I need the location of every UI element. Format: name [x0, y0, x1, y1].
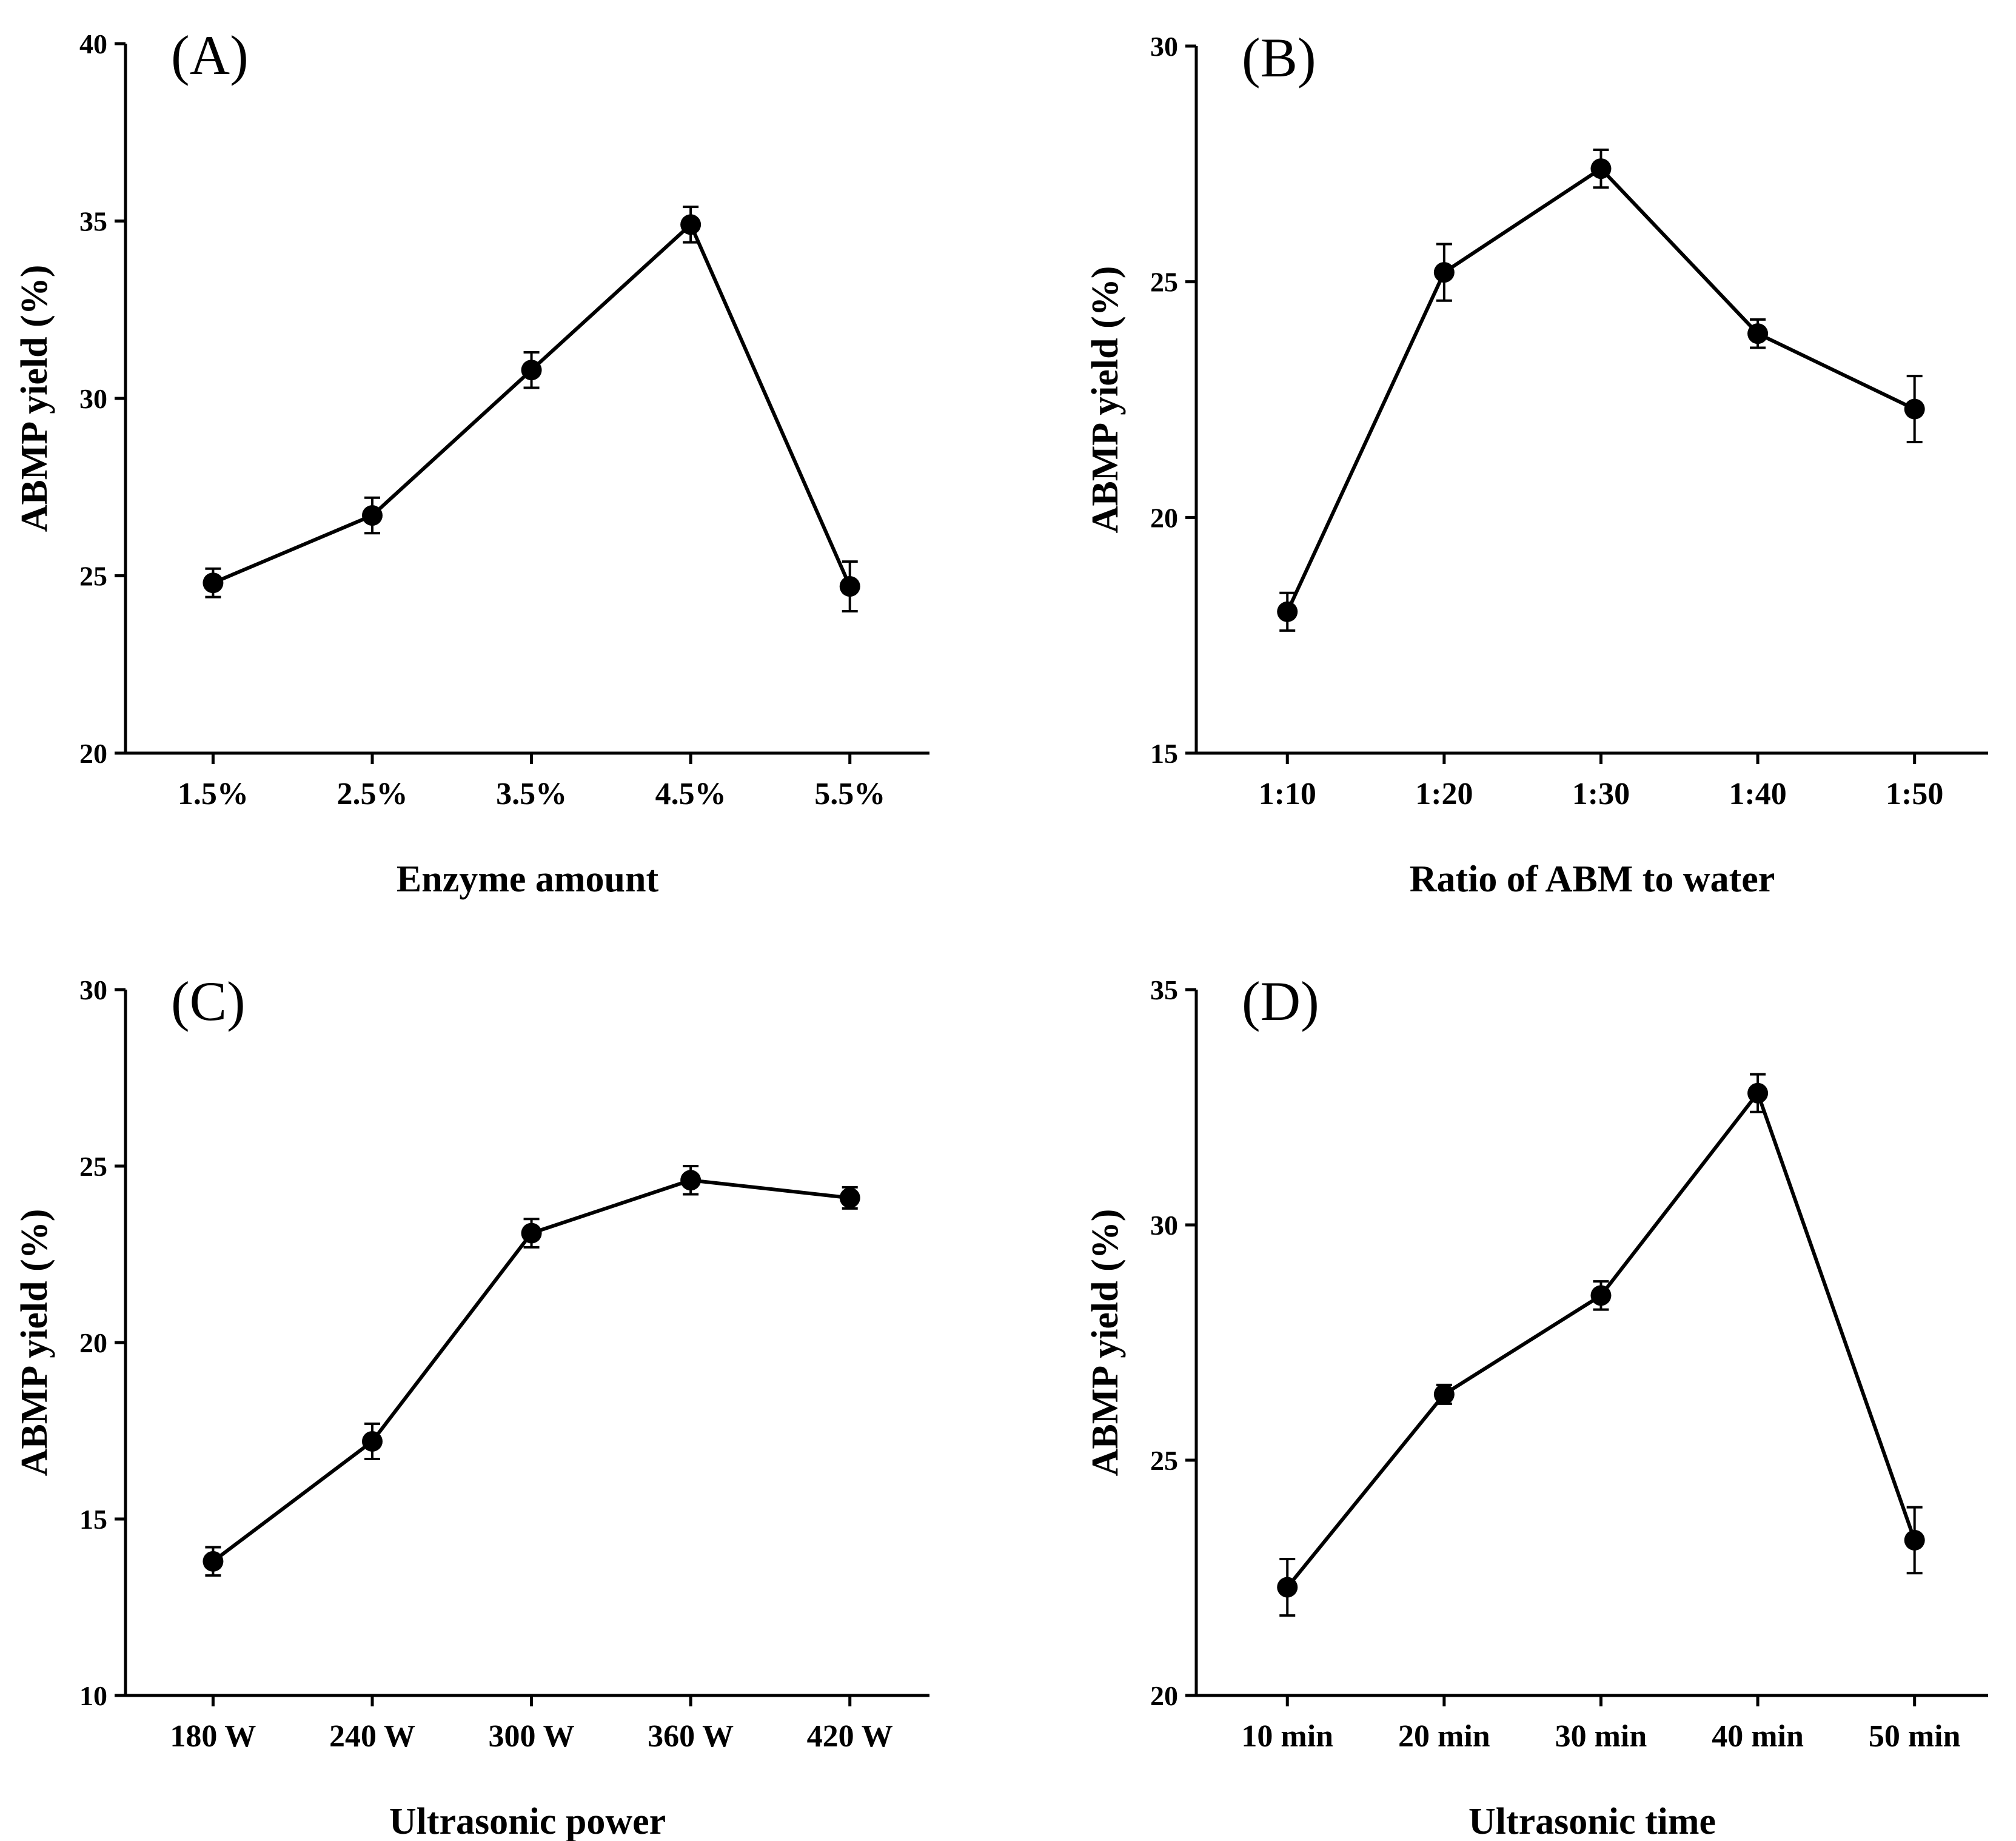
y-tick-label: 35 — [79, 206, 107, 237]
y-tick-label: 30 — [79, 974, 107, 1005]
x-axis-title: Enzyme amount — [397, 859, 659, 900]
y-tick-label: 30 — [1150, 1210, 1178, 1241]
y-axis-title: ABMP yield (%) — [1085, 1209, 1126, 1477]
y-axis-title: ABMP yield (%) — [1085, 266, 1126, 534]
axis-lines — [1194, 990, 1988, 1697]
x-tick-label: 4.5% — [655, 777, 726, 811]
x-tick-label: 1:30 — [1572, 777, 1630, 811]
data-point — [1433, 1384, 1455, 1405]
x-tick-label: 50 min — [1869, 1719, 1961, 1754]
x-tick-label: 30 min — [1555, 1719, 1647, 1754]
y-tick-label: 20 — [1150, 502, 1178, 533]
y-tick-label: 15 — [1150, 738, 1178, 769]
x-tick-label: 5.5% — [814, 777, 885, 811]
data-point — [361, 505, 383, 526]
panel-label: (A) — [171, 24, 249, 86]
x-tick-label: 360 W — [648, 1719, 734, 1754]
x-tick-label: 2.5% — [337, 777, 407, 811]
data-point — [1747, 1082, 1769, 1104]
data-point — [521, 1222, 542, 1244]
y-tick-label: 30 — [79, 383, 107, 414]
x-axis-title: Ultrasonic time — [1468, 1801, 1716, 1841]
axis-lines — [1194, 46, 1988, 755]
data-point — [1433, 262, 1455, 283]
y-tick-label: 20 — [1150, 1680, 1178, 1711]
data-point — [203, 572, 224, 594]
data-point — [203, 1551, 224, 1572]
x-axis-title: Ratio of ABM to water — [1410, 859, 1775, 900]
x-tick-label: 1:20 — [1415, 777, 1473, 811]
x-axis-title: Ultrasonic power — [389, 1801, 666, 1841]
y-tick-label: 30 — [1150, 31, 1178, 62]
chart-panel-c: 10 15 20 25 30 180 W 240 W 300 W 360 W 420 W Ultra… — [14, 970, 929, 1841]
axis-lines — [124, 990, 929, 1697]
y-tick-label: 20 — [79, 1327, 107, 1358]
chart-panel-a: 20 25 30 35 40 1.5% 2.5% 3.5% 4.5% 5.5% Enzyme amo… — [14, 24, 929, 900]
data-point — [680, 214, 702, 235]
series-line — [1285, 1091, 1917, 1589]
data-point — [839, 1187, 860, 1209]
data-point — [1904, 398, 1925, 420]
x-tick-label: 1:40 — [1729, 777, 1786, 811]
y-tick-label: 25 — [79, 561, 107, 592]
y-tick-label: 25 — [1150, 267, 1178, 298]
data-point — [1904, 1529, 1925, 1551]
data-point — [1590, 158, 1612, 179]
data-point — [1277, 601, 1298, 622]
x-tick-label: 20 min — [1398, 1719, 1490, 1754]
x-tick-label: 240 W — [329, 1719, 415, 1754]
panel-label: (B) — [1242, 27, 1316, 89]
x-tick-label: 1:10 — [1259, 777, 1316, 811]
y-tick-label: 15 — [79, 1504, 107, 1535]
data-point — [1277, 1577, 1298, 1598]
x-tick-label: 40 min — [1712, 1719, 1804, 1754]
y-tick-label: 25 — [1150, 1445, 1178, 1476]
chart-panel-d: 20 25 30 35 10 min 20 min 30 min 40 min 50 min Ul… — [1085, 970, 1988, 1841]
data-point — [1747, 323, 1769, 344]
y-axis-title: ABMP yield (%) — [14, 1209, 55, 1477]
y-tick-label: 25 — [79, 1151, 107, 1182]
panel-label: (C) — [171, 970, 246, 1032]
series-line — [212, 223, 852, 588]
x-tick-label: 180 W — [170, 1719, 256, 1754]
y-axis-title: ABMP yield (%) — [14, 265, 55, 532]
data-point — [680, 1170, 702, 1191]
x-tick-label: 420 W — [807, 1719, 893, 1754]
y-tick-label: 35 — [1150, 974, 1178, 1005]
panel-label: (D) — [1242, 970, 1319, 1032]
y-tick-label: 20 — [79, 738, 107, 769]
data-point — [1590, 1285, 1612, 1306]
data-point — [521, 360, 542, 381]
x-tick-label: 10 min — [1241, 1719, 1333, 1754]
y-tick-label: 40 — [79, 29, 107, 59]
y-tick-label: 10 — [79, 1680, 107, 1711]
x-tick-label: 1:50 — [1886, 777, 1943, 811]
x-tick-label: 300 W — [489, 1719, 575, 1754]
x-tick-label: 1.5% — [178, 777, 249, 811]
data-point — [361, 1430, 383, 1452]
axis-lines — [124, 44, 929, 755]
x-tick-label: 3.5% — [496, 777, 567, 811]
data-point — [839, 576, 860, 597]
series-line — [1285, 167, 1915, 613]
chart-panel-b: 15 20 25 30 1:10 1:20 1:30 1:40 1:50 Ratio of ABM… — [1085, 27, 1988, 900]
